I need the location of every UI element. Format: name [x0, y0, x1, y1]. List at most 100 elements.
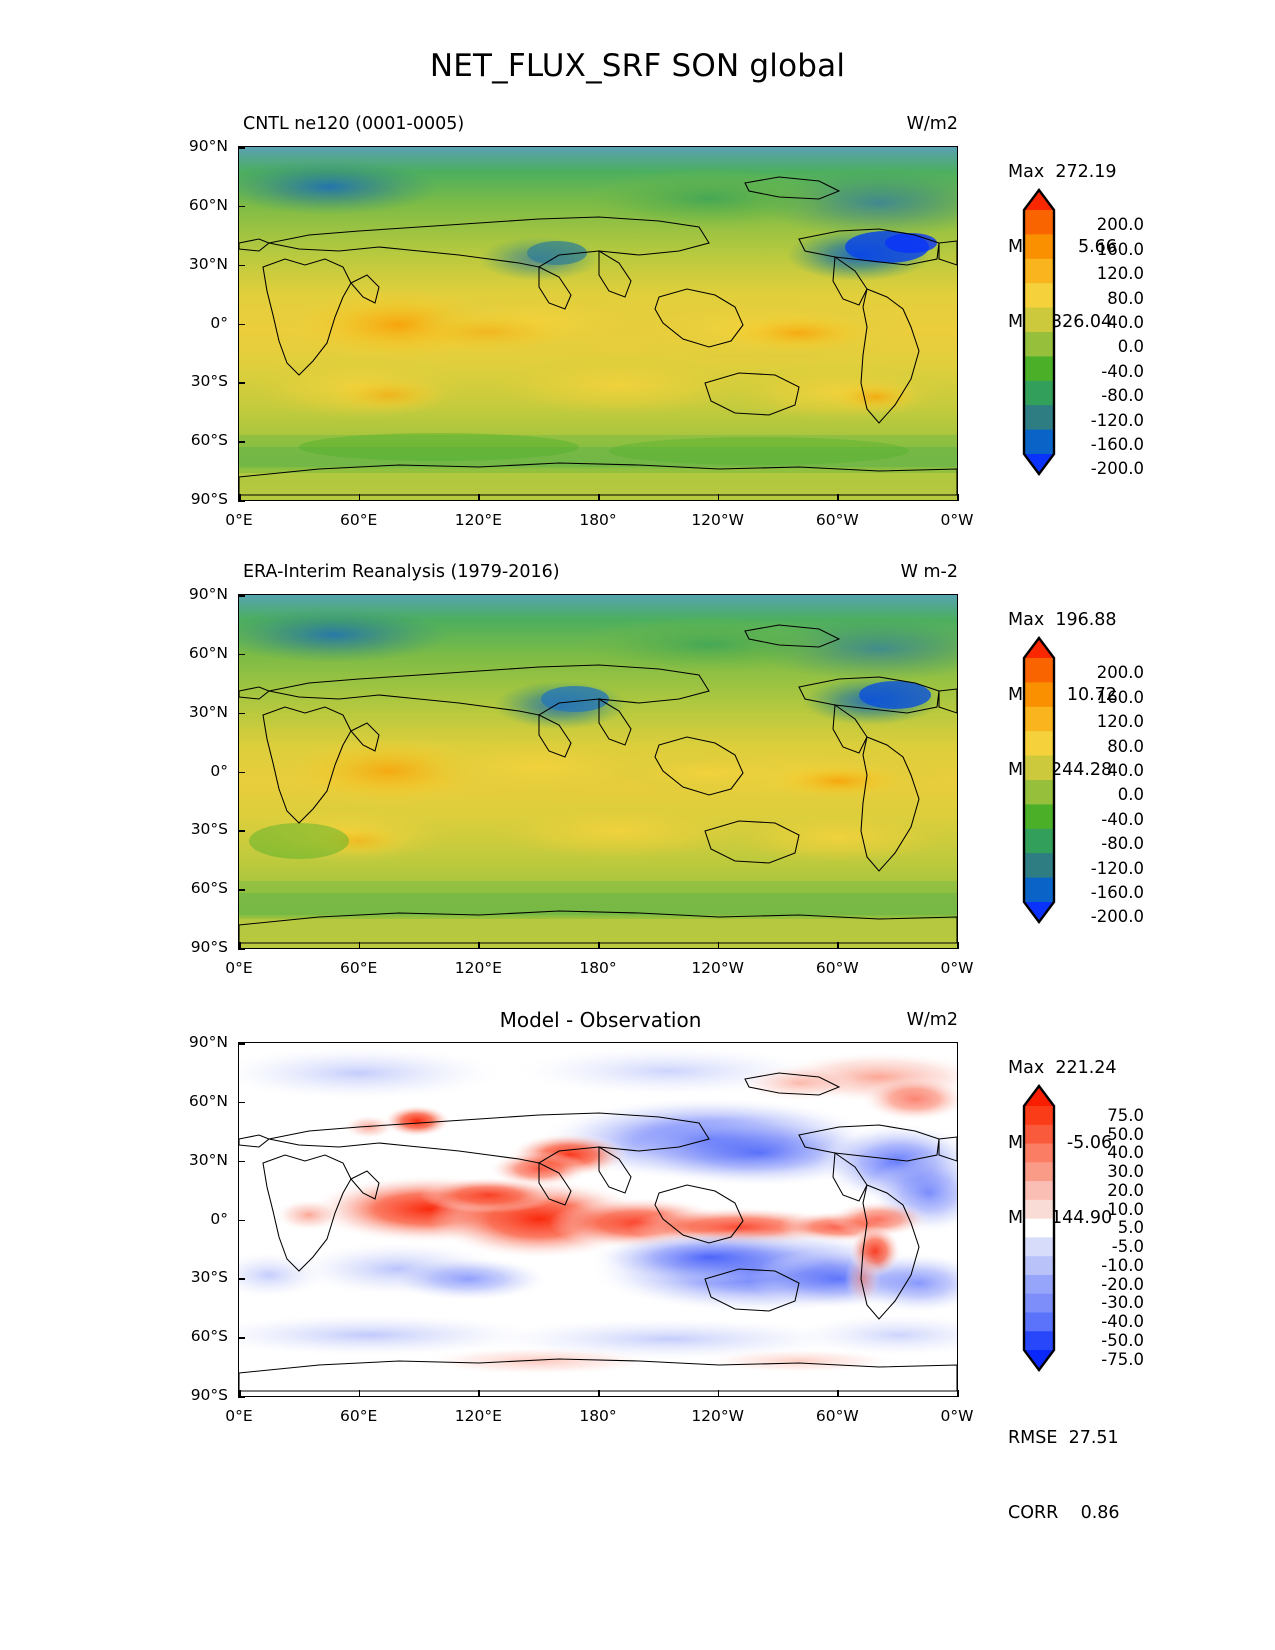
rmse-value: 27.51	[1068, 1428, 1119, 1448]
y-axis-tick-mark	[238, 147, 245, 149]
y-axis-tick-diff: 0°	[210, 1209, 228, 1228]
stats-diff-max: 221.24	[1055, 1058, 1117, 1078]
x-axis-tick-cntl: 60°W	[815, 511, 859, 529]
y-axis-tick-mark	[238, 771, 245, 774]
x-axis-tick-cntl: 120°E	[454, 511, 502, 529]
x-axis-tick-mark	[717, 942, 720, 949]
y-axis-tick-obs: 60°N	[188, 643, 228, 662]
x-axis-tick-obs: 120°W	[691, 959, 744, 977]
corr-label: CORR	[1008, 1503, 1059, 1523]
y-axis-tick-mark	[238, 500, 245, 502]
x-axis-tick-diff: 60°E	[340, 1407, 378, 1425]
y-axis-tick-mark	[238, 1278, 245, 1280]
x-axis-tick-diff: 60°W	[815, 1407, 859, 1425]
y-axis-tick-mark	[238, 1160, 245, 1163]
y-axis-tick-mark	[238, 264, 245, 267]
x-axis-tick-obs: 0°W	[940, 959, 974, 977]
y-axis-tick-cntl: 30°N	[188, 254, 228, 273]
panel-diff-header: Model - Observation	[499, 1008, 702, 1032]
y-axis-tick-mark	[238, 441, 245, 443]
y-axis-tick-diff: 90°S	[190, 1386, 228, 1404]
map-diff	[238, 1042, 958, 1397]
y-axis-tick-mark	[238, 1396, 245, 1398]
rmse-label: RMSE	[1008, 1428, 1058, 1448]
y-axis-tick-obs: 90°S	[190, 938, 228, 956]
y-axis-tick-mark	[238, 1101, 245, 1104]
stats-diff-mean: -5.06	[1066, 1133, 1113, 1153]
y-axis-tick-diff: 30°S	[190, 1268, 228, 1287]
x-axis-tick-diff: 0°W	[940, 1407, 974, 1425]
panel-diff-units: W/m2	[906, 1010, 958, 1030]
y-axis-tick-mark	[238, 1337, 245, 1339]
stats-cntl-max: 272.19	[1055, 162, 1117, 182]
x-axis-tick-mark	[957, 494, 959, 501]
map-cntl	[238, 146, 958, 501]
y-axis-tick-mark	[238, 830, 245, 832]
x-axis-tick-obs: 60°W	[815, 959, 859, 977]
x-axis-tick-diff: 120°W	[691, 1407, 744, 1425]
x-axis-tick-mark	[598, 494, 600, 501]
x-axis-tick-mark	[837, 942, 839, 949]
x-axis-tick-mark	[358, 1390, 361, 1397]
x-axis-tick-cntl: 60°E	[340, 511, 378, 529]
y-axis-tick-obs: 60°S	[190, 879, 228, 898]
panel-obs-units: W m-2	[900, 562, 958, 582]
stats-obs-min: -244.28	[1044, 760, 1113, 780]
corr-value: 0.86	[1080, 1503, 1120, 1523]
y-axis-tick-mark	[238, 382, 245, 384]
stats-cntl-min: -326.04	[1044, 312, 1113, 332]
x-axis-tick-mark	[837, 494, 839, 501]
y-axis-tick-mark	[238, 595, 245, 597]
y-axis-tick-mark	[238, 653, 245, 656]
colorbar-diff: 75.0 50.0 40.0 30.0 20.0 10.0 5.0 -5.0 -10.0 -20.…	[1016, 1084, 1144, 1376]
stats-obs-max: 196.88	[1055, 610, 1117, 630]
panel-obs-header: ERA-Interim Reanalysis (1979-2016)	[243, 562, 560, 582]
x-axis-tick-obs: 0°E	[225, 959, 253, 977]
x-axis-tick-cntl: 180°	[579, 511, 617, 529]
x-axis-tick-mark	[358, 942, 361, 949]
y-axis-tick-diff: 60°N	[188, 1091, 228, 1110]
colorbar-cntl: 200.0 160.0 120.0 80.0 40.0 0.0 -40.0 -80.0 -120…	[1016, 188, 1144, 480]
panel-cntl-units: W/m2	[906, 114, 958, 134]
x-axis-tick-obs: 60°E	[340, 959, 378, 977]
y-axis-tick-cntl: 90°N	[188, 137, 228, 155]
y-axis-tick-cntl: 60°S	[190, 431, 228, 450]
colorbar-obs: 200.0 160.0 120.0 80.0 40.0 0.0 -40.0 -80.0 -120…	[1016, 636, 1144, 928]
y-axis-tick-mark	[238, 1219, 245, 1222]
y-axis-tick-obs: 30°S	[190, 820, 228, 839]
x-axis-tick-mark	[239, 494, 241, 501]
x-axis-tick-mark	[598, 1390, 600, 1397]
stats-diff-min: -144.90	[1044, 1208, 1113, 1228]
colorbar-obs-swatch	[1022, 636, 1056, 924]
y-axis-tick-obs: 0°	[210, 761, 228, 780]
stats-diff: Max 221.24 Mean -5.06 Min -144.90	[1008, 1006, 1117, 1281]
y-axis-tick-diff: 30°N	[188, 1150, 228, 1169]
map-obs	[238, 594, 958, 949]
x-axis-tick-mark	[717, 494, 720, 501]
x-axis-tick-diff: 120°E	[454, 1407, 502, 1425]
x-axis-tick-mark	[717, 1390, 720, 1397]
colorbar-cntl-swatch	[1022, 188, 1056, 476]
x-axis-tick-mark	[957, 942, 959, 949]
figure-title: NET_FLUX_SRF SON global	[429, 48, 846, 84]
x-axis-tick-diff: 0°E	[225, 1407, 253, 1425]
x-axis-tick-mark	[478, 1390, 480, 1397]
x-axis-tick-obs: 180°	[579, 959, 617, 977]
x-axis-tick-mark	[598, 942, 600, 949]
x-axis-tick-mark	[478, 942, 480, 949]
stats-cntl-mean: 5.66	[1077, 237, 1117, 257]
x-axis-tick-obs: 120°E	[454, 959, 502, 977]
x-axis-tick-mark	[239, 1390, 241, 1397]
y-axis-tick-mark	[238, 323, 245, 326]
x-axis-tick-mark	[358, 494, 361, 501]
x-axis-tick-cntl: 120°W	[691, 511, 744, 529]
y-axis-tick-cntl: 60°N	[188, 195, 228, 214]
y-axis-tick-obs: 90°N	[188, 585, 228, 603]
stats-obs-mean: 10.72	[1066, 685, 1117, 705]
x-axis-tick-cntl: 0°E	[225, 511, 253, 529]
y-axis-tick-mark	[238, 712, 245, 715]
y-axis-tick-cntl: 30°S	[190, 372, 228, 391]
stats-diff-max-label: Max	[1008, 1058, 1045, 1078]
y-axis-tick-mark	[238, 948, 245, 950]
